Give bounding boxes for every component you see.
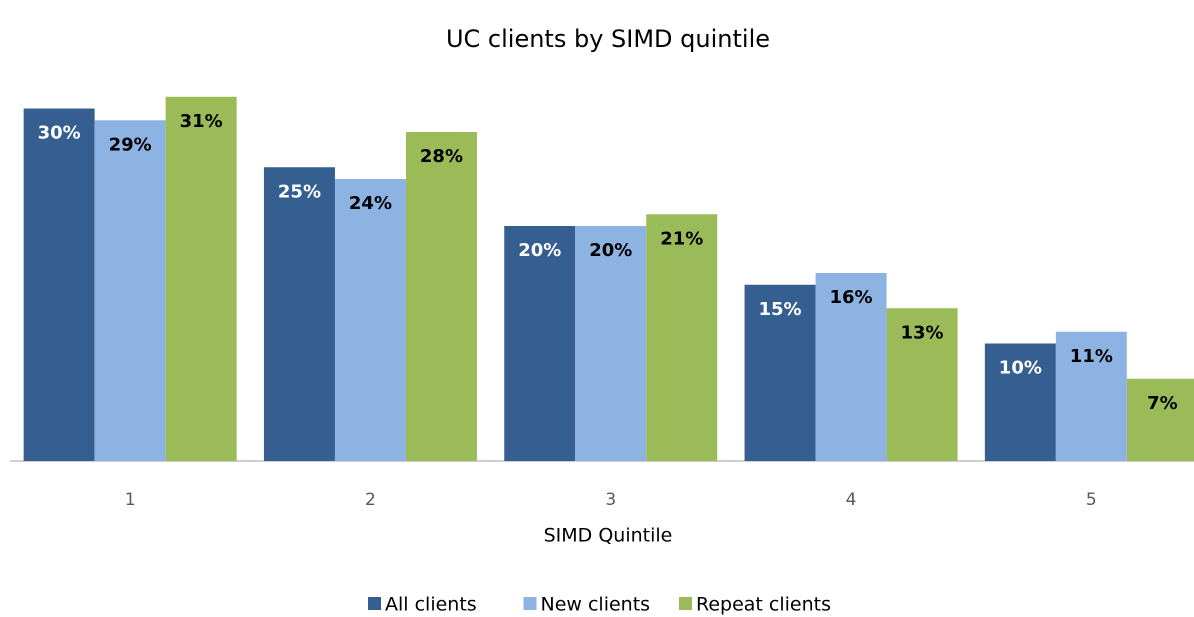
bar <box>815 273 887 461</box>
x-tick-label: 4 <box>846 490 857 510</box>
data-label: 30% <box>38 123 81 144</box>
bar <box>886 308 958 461</box>
legend-swatch <box>679 597 692 610</box>
bar <box>1126 378 1194 461</box>
legend-swatch <box>368 597 381 610</box>
data-label: 11% <box>1070 346 1113 367</box>
x-axis-label: SIMD Quintile <box>544 525 673 547</box>
data-label: 15% <box>759 299 802 320</box>
x-tick-label: 3 <box>605 490 616 510</box>
chart-title: UC clients by SIMD quintile <box>446 25 770 53</box>
bar <box>646 214 718 461</box>
bar <box>984 343 1056 461</box>
bar <box>1055 331 1127 461</box>
data-label: 29% <box>109 134 152 155</box>
bar <box>334 179 406 461</box>
data-label: 10% <box>999 358 1042 379</box>
data-label: 20% <box>589 240 632 261</box>
bar <box>94 120 166 461</box>
x-tick-label: 2 <box>365 490 376 510</box>
bar <box>405 132 477 461</box>
legend-label: New clients <box>541 594 651 616</box>
x-tick-label: 5 <box>1086 490 1097 510</box>
data-label: 28% <box>420 146 463 167</box>
data-label: 20% <box>518 240 561 261</box>
bar <box>744 284 816 461</box>
legend-label: Repeat clients <box>696 594 831 616</box>
bar <box>263 167 335 461</box>
bar <box>23 108 95 461</box>
data-label: 13% <box>901 322 944 343</box>
data-label: 21% <box>660 228 703 249</box>
data-label: 25% <box>278 181 321 202</box>
bar <box>165 96 237 461</box>
data-label: 24% <box>349 193 392 214</box>
bar <box>575 226 647 461</box>
legend-label: All clients <box>385 594 477 616</box>
data-label: 7% <box>1147 393 1178 414</box>
x-tick-label: 1 <box>125 490 136 510</box>
legend-swatch <box>523 597 537 610</box>
bar <box>504 226 576 461</box>
data-label: 16% <box>830 287 873 308</box>
data-label: 31% <box>180 111 223 132</box>
